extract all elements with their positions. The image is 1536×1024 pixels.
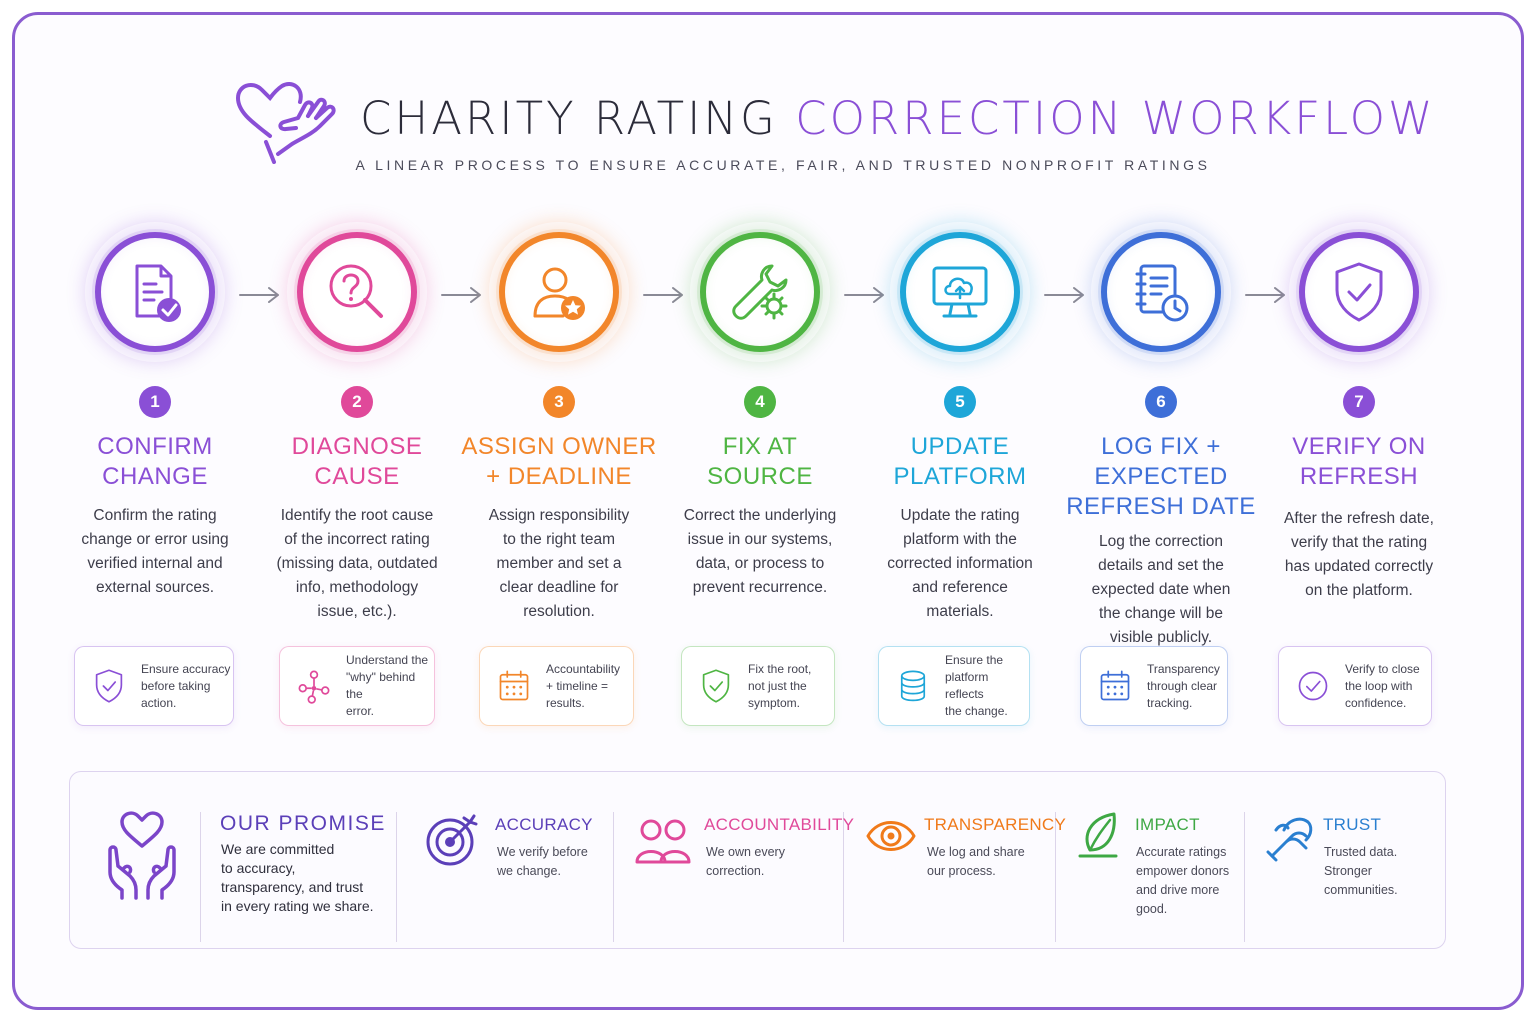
flow-arrow-icon [440,285,484,305]
step-note-text: Accountability + timeline = results. [546,661,621,710]
page-subtitle: A LINEAR PROCESS TO ENSURE ACCURATE, FAI… [355,157,1211,173]
step-note-text: Verify to close the loop with confidence. [1345,661,1420,710]
divider [1244,812,1245,942]
step-title: VERIFY ON REFRESH [1292,433,1426,490]
database-icon [895,668,931,704]
step-title: FIX AT SOURCE [707,433,813,490]
value-text-accountability: We own every correction. [706,845,785,878]
step-note-text: Understand the "why" behind the error. [346,653,429,718]
step-description: Correct the underlying issue in our syste… [683,507,837,596]
calendar-icon [496,668,532,704]
step-ring [1101,232,1221,352]
shield-check-icon [702,669,730,703]
flow-arrow-icon [238,285,282,305]
value-title-transparency: TRANSPARENCY [924,815,1067,834]
divider [200,812,201,942]
step-ring [95,232,215,352]
shield-check-icon [698,668,734,704]
divider [1055,812,1056,942]
question-magnifier-icon [329,264,383,318]
circle-check-icon [1295,668,1331,704]
flow-arrow-icon [843,285,887,305]
divider [613,812,614,942]
step-note-text: Fix the root, not just the symptom. [748,661,812,710]
value-title-accuracy: ACCURACY [495,815,593,834]
handshake-icon [1266,817,1313,862]
promise-panel: OUR PROMISE We are committed to accuracy,… [69,771,1446,949]
hands-heart-icon [108,811,176,900]
step-number-badge: 4 [744,386,776,418]
step-description: Identify the root cause of the incorrect … [276,507,438,620]
people-icon [635,819,691,864]
value-title-impact: IMPACT [1135,815,1200,834]
flow-arrow-icon [1244,285,1288,305]
value-text-transparency: We log and share our process. [927,845,1025,878]
shield-check-icon [91,668,127,704]
step-description: After the refresh date, verify that the r… [1284,510,1434,599]
network-nodes-icon [296,668,332,704]
shield-check-icon [1335,262,1383,322]
person-star-icon [533,267,585,320]
flow-arrow-icon [642,285,686,305]
target-icon [426,814,478,866]
monitor-upload-icon [932,266,988,318]
step-note-text: Ensure the platform reflects the change. [945,653,1008,718]
step-number-badge: 6 [1145,386,1177,418]
eye-icon [866,821,916,851]
step-ring [1299,232,1419,352]
step-ring [297,232,417,352]
step-number-badge: 3 [543,386,575,418]
document-check-icon [135,264,181,322]
step-description: Log the correction details and set the exp… [1091,533,1231,646]
step-note-card: Understand the "why" behind the error. [279,646,435,726]
calendar-icon [499,670,529,701]
step-number-badge: 2 [341,386,373,418]
step-note-text: Ensure accuracy before taking action. [141,661,231,710]
step-note-card: Transparency through clear tracking. [1080,646,1228,726]
step-number-badge: 5 [944,386,976,418]
step-note-card: Verify to close the loop with confidence. [1278,646,1432,726]
wrench-gear-icon [732,264,788,320]
calendar-icon [1100,670,1130,701]
page-title-accent: CORRECTION WORKFLOW [795,92,1436,145]
step-title: CONFIRM CHANGE [97,433,213,490]
log-clock-icon [1135,264,1189,322]
step-note-text: Transparency through clear tracking. [1147,661,1220,710]
network-nodes-icon [298,670,330,704]
step-note-card: Ensure the platform reflects the change. [878,646,1030,726]
step-number-badge: 7 [1343,386,1375,418]
value-text-impact: Accurate ratings empower donors and drive … [1136,845,1230,916]
step-title: ASSIGN OWNER + DEADLINE [461,433,657,490]
step-note-card: Ensure accuracy before taking action. [74,646,234,726]
step-title: UPDATE PLATFORM [893,433,1027,490]
circle-check-icon [1298,671,1328,701]
step-description: Update the rating platform with the correc… [887,507,1033,620]
step-title: DIAGNOSE CAUSE [291,433,423,490]
step-title: LOG FIX + EXPECTED REFRESH DATE [1066,433,1256,520]
step-ring [700,232,820,352]
step-note-card: Fix the root, not just the symptom. [681,646,835,726]
divider [396,812,397,942]
value-text-trust: Trusted data. Stronger communities. [1324,845,1398,897]
flow-arrow-icon [1043,285,1087,305]
value-text-accuracy: We verify before we change. [497,845,588,878]
step-description: Assign responsibility to the right team me… [488,507,630,620]
page-title: CHARITY RATING CORRECTION WORKFLOW [360,92,1436,145]
divider [843,812,844,942]
database-icon [900,670,926,702]
promise-title: OUR PROMISE [220,812,386,835]
shield-check-icon [95,669,123,703]
promise-text: We are committed to accuracy, transparency… [221,841,374,914]
step-note-card: Accountability + timeline = results. [479,646,634,726]
value-title-trust: TRUST [1323,815,1382,834]
step-ring [900,232,1020,352]
leaf-icon [1078,812,1118,858]
step-number-badge: 1 [139,386,171,418]
calendar-icon [1097,668,1133,704]
heart-in-hand-icon [235,82,336,164]
step-ring [499,232,619,352]
step-description: Confirm the rating change or error using v… [81,507,229,596]
value-title-accountability: ACCOUNTABILITY [704,815,855,834]
